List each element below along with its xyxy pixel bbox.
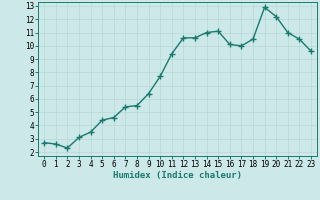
X-axis label: Humidex (Indice chaleur): Humidex (Indice chaleur)	[113, 171, 242, 180]
